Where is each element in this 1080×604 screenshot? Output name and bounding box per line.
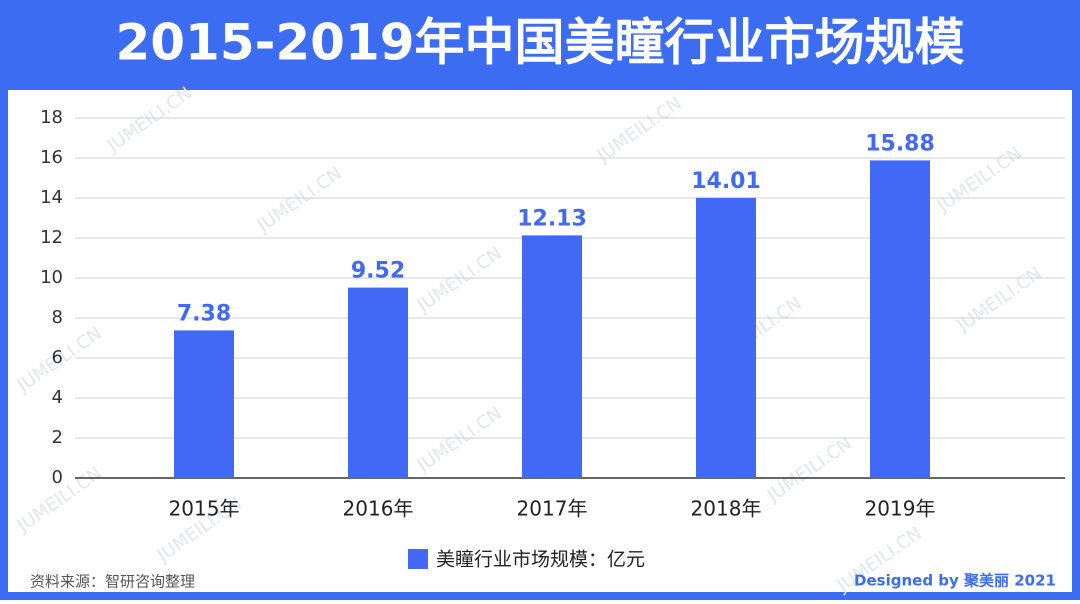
y-tick-label: 2	[52, 427, 63, 448]
bar	[870, 160, 930, 478]
chart-title: 2015-2019年中国美瞳行业市场规模	[115, 14, 964, 72]
legend-swatch	[408, 549, 428, 569]
y-tick-label: 0	[52, 467, 63, 488]
value-label: 12.13	[517, 206, 587, 231]
bar	[522, 235, 582, 478]
y-tick-label: 10	[40, 267, 63, 288]
y-tick-label: 16	[40, 147, 63, 168]
y-tick-label: 8	[52, 307, 63, 328]
value-label: 14.01	[691, 169, 761, 194]
credit: Designed by 聚美丽 2021	[854, 572, 1056, 590]
y-tick-label: 12	[40, 227, 63, 248]
y-tick-label: 4	[52, 387, 63, 408]
value-label: 15.88	[865, 131, 935, 156]
x-tick-label: 2017年	[517, 497, 588, 521]
value-label: 7.38	[177, 301, 231, 326]
x-tick-label: 2016年	[343, 497, 414, 521]
bar	[696, 197, 756, 479]
value-label: 9.52	[351, 259, 405, 284]
x-tick-label: 2015年	[169, 497, 240, 521]
bar	[348, 287, 408, 478]
y-tick-label: 6	[52, 347, 63, 368]
x-tick-label: 2018年	[691, 497, 762, 521]
y-tick-label: 18	[40, 107, 63, 128]
x-tick-label: 2019年	[865, 497, 936, 521]
source-note: 资料来源：智研咨询整理	[30, 573, 195, 591]
y-tick-label: 14	[40, 187, 63, 208]
legend-label: 美瞳行业市场规模：亿元	[436, 549, 645, 571]
bar	[174, 330, 234, 478]
